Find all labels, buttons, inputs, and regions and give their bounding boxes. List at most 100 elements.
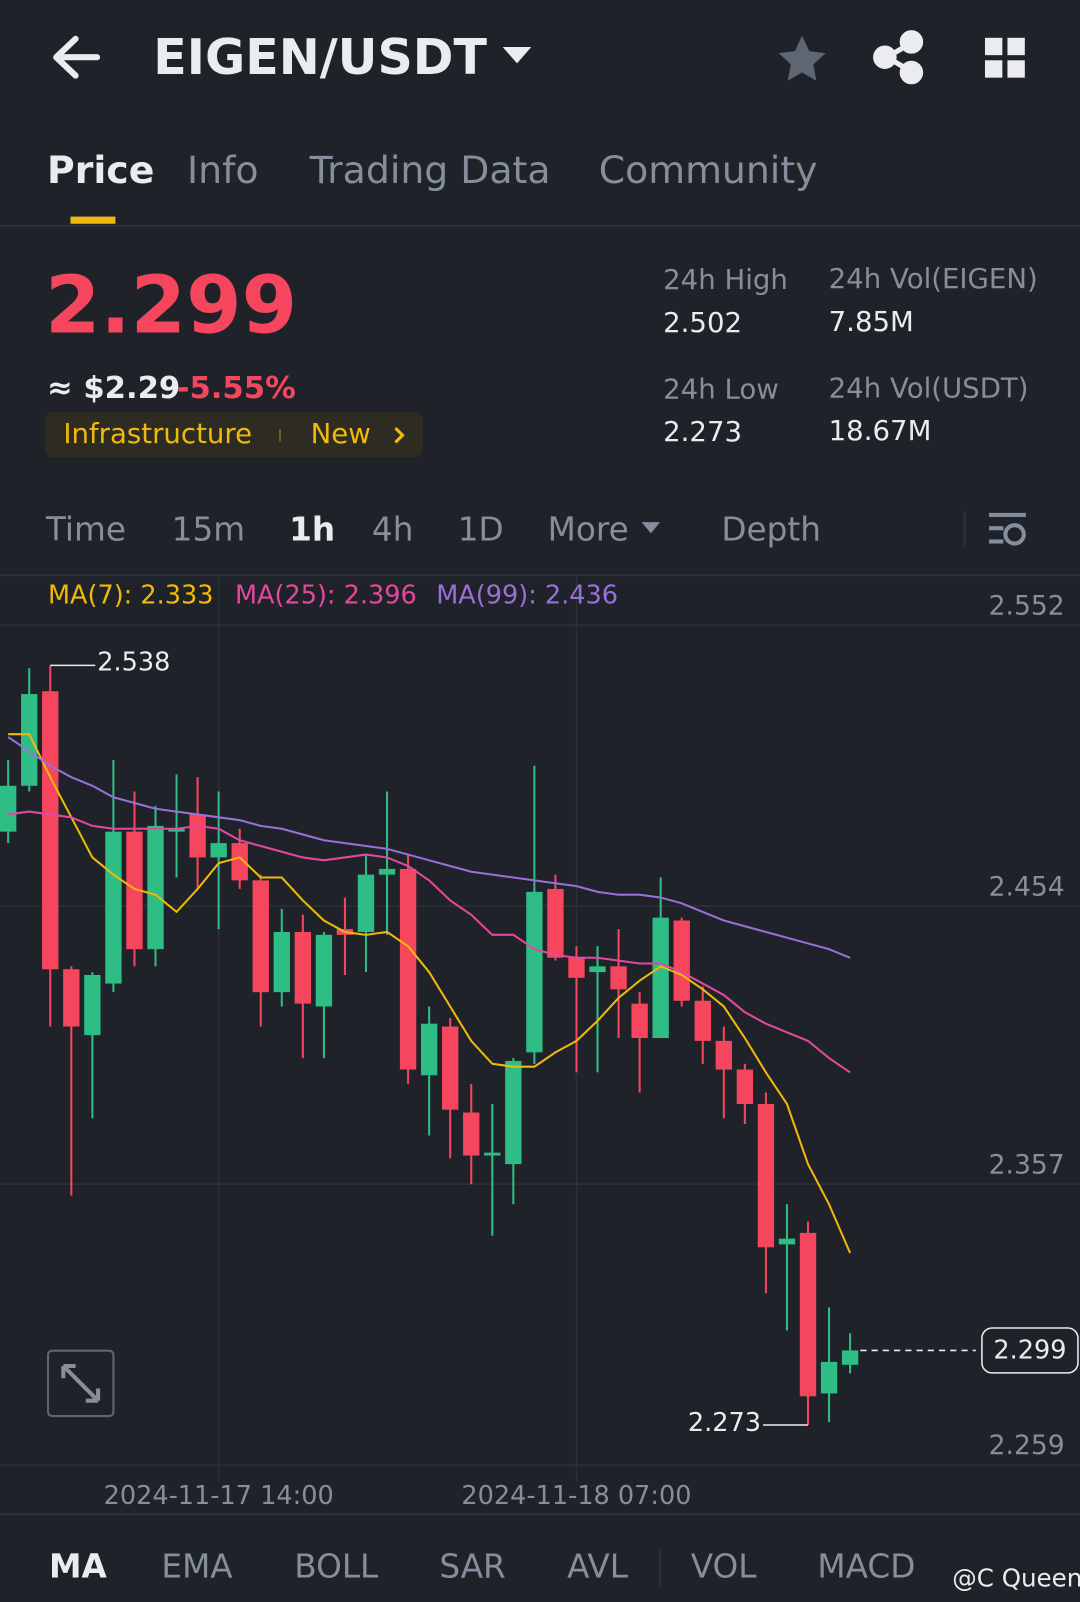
interval[interactable]: More — [548, 510, 629, 548]
interval[interactable]: 1h — [289, 510, 335, 548]
candle-body — [273, 931, 290, 993]
last-price-label: 2.299 — [993, 1335, 1066, 1365]
tab[interactable]: Trading Data — [309, 148, 551, 192]
favorite-button[interactable] — [778, 35, 826, 81]
interval[interactable]: Time — [45, 510, 126, 548]
candle-body — [231, 843, 248, 881]
indicator-tab[interactable]: MACD — [817, 1547, 915, 1585]
candle-body — [378, 868, 396, 875]
indicator-tab[interactable]: SAR — [439, 1547, 505, 1585]
candle-body — [505, 1060, 522, 1165]
indicator-tab[interactable]: BOLL — [294, 1547, 379, 1585]
tab-indicator — [70, 216, 116, 224]
high-label: 2.538 — [97, 647, 170, 677]
tab[interactable]: Price — [47, 148, 154, 192]
chart-settings-button[interactable] — [989, 512, 1026, 546]
expand-button[interactable] — [47, 1349, 115, 1418]
separator — [659, 1548, 662, 1586]
candle-body — [631, 1003, 648, 1039]
interval[interactable]: 15m — [172, 510, 245, 548]
candle-body — [820, 1361, 838, 1394]
back-button[interactable] — [53, 35, 101, 79]
candle-body — [42, 691, 59, 970]
tag-separator — [278, 429, 281, 442]
candle-body — [0, 785, 17, 832]
candle-body — [694, 1000, 711, 1041]
stat-value: 18.67M — [829, 414, 932, 447]
interval[interactable]: Depth — [721, 510, 821, 548]
candle-body — [841, 1350, 859, 1365]
tag[interactable]: New — [311, 417, 371, 450]
low-label: 2.273 — [688, 1408, 761, 1438]
candle-body — [21, 694, 38, 786]
candle-body — [736, 1069, 754, 1104]
candle-body — [420, 1023, 438, 1076]
tab[interactable]: Info — [187, 148, 259, 192]
tag-box[interactable] — [44, 411, 424, 458]
fiat-price: ≈ $2.29 — [47, 371, 180, 406]
pair-title[interactable]: EIGEN/USDT — [153, 28, 487, 86]
tab[interactable]: Community — [599, 148, 818, 192]
candle-body — [189, 814, 206, 858]
expand-icon — [61, 1363, 101, 1403]
watermark: @C Queen — [952, 1564, 1080, 1593]
candle-body — [399, 868, 417, 1070]
ma-line — [8, 733, 852, 1254]
y-tick-label: 2.259 — [989, 1430, 1065, 1461]
tag[interactable]: Infrastructure — [63, 417, 252, 450]
candle-body — [252, 880, 269, 993]
candle-body — [315, 934, 333, 1007]
ma-legend: MA(99): 2.436 — [436, 581, 618, 611]
ma-line — [7, 736, 851, 959]
tag-chevron — [394, 427, 405, 444]
ma-legend: MA(25): 2.396 — [235, 581, 417, 611]
stat-label: 24h High — [663, 263, 788, 296]
grid-menu-button[interactable] — [984, 37, 1025, 78]
divider — [0, 224, 1080, 227]
candle-body — [126, 831, 143, 950]
candle-body — [357, 874, 375, 932]
indicator-tab[interactable]: MA — [49, 1547, 108, 1585]
candle-body — [799, 1232, 817, 1397]
interval[interactable]: 1D — [458, 510, 504, 548]
candle-body — [778, 1238, 796, 1245]
price-change: -5.55% — [177, 371, 296, 406]
candle-body — [463, 1112, 480, 1156]
divider — [0, 1513, 1080, 1516]
more-dropdown[interactable] — [641, 522, 661, 534]
y-tick-label: 2.552 — [989, 590, 1065, 621]
candle-body — [715, 1040, 732, 1070]
share-button[interactable] — [873, 30, 924, 85]
candle-body — [210, 843, 227, 858]
candle-body — [589, 966, 606, 973]
candle-body — [442, 1026, 459, 1110]
y-tick-label: 2.357 — [989, 1149, 1065, 1180]
interval[interactable]: 4h — [372, 510, 414, 548]
stat-value: 7.85M — [829, 305, 914, 338]
price-chart: 2.552 2.454 2.357 2.259 2024-11-17 14:00 2024… — [0, 576, 1080, 1511]
ma-line — [8, 810, 851, 1074]
candle-body — [147, 825, 164, 950]
candle-body — [105, 831, 122, 984]
candle-body — [84, 974, 101, 1036]
last-price-box — [981, 1327, 1079, 1374]
stat-label: 24h Low — [663, 372, 779, 405]
indicator-tab[interactable]: VOL — [691, 1547, 758, 1585]
y-tick-label: 2.454 — [989, 871, 1065, 902]
candle-body — [673, 920, 690, 1001]
candle-body — [526, 891, 543, 1053]
candle-body — [168, 828, 185, 832]
candle-body — [294, 931, 312, 1004]
indicator-tab[interactable]: AVL — [567, 1547, 629, 1585]
candle-body — [610, 966, 627, 990]
ma-legend: MA(7): 2.333 — [48, 581, 213, 611]
candle-body — [547, 888, 564, 958]
x-tick-label: 2024-11-18 07:00 — [461, 1481, 691, 1511]
indicator-tab[interactable]: EMA — [161, 1547, 233, 1585]
candle-body — [568, 957, 585, 978]
pair-dropdown[interactable] — [502, 46, 532, 64]
candle-body — [63, 969, 80, 1027]
